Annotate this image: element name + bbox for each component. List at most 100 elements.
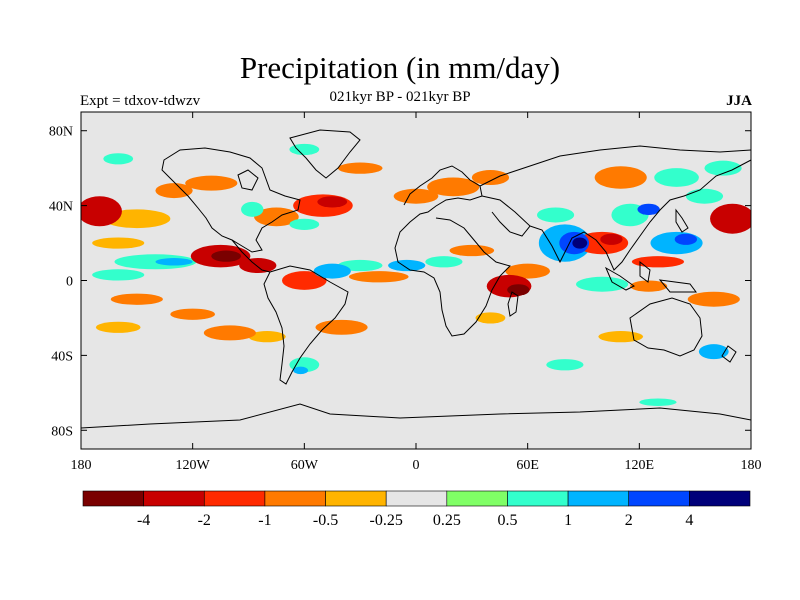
experiment-label: Expt = tdxov-tdwzv: [80, 93, 201, 109]
anomaly-region: [572, 237, 588, 249]
y-tick-label: 40S: [51, 349, 73, 364]
anomaly-region: [92, 237, 145, 249]
colorbar-label: 0.25: [433, 512, 461, 529]
colorbar-label: 4: [685, 512, 693, 529]
colorbar-label: -0.25: [370, 512, 403, 529]
y-tick-label: 80N: [49, 125, 73, 140]
x-tick-label: 180: [741, 458, 762, 473]
anomaly-region: [576, 276, 629, 292]
anomaly-region: [630, 280, 668, 292]
anomaly-region: [654, 168, 699, 187]
anomaly-region: [289, 218, 320, 230]
colorbar-label: -2: [198, 512, 211, 529]
colorbar-label: 1: [564, 512, 572, 529]
colorbar: -4 -2 -1 -0.5 -0.25 0.25 0.5 1 2 4: [82, 490, 751, 529]
anomaly-region: [650, 231, 703, 255]
anomaly-region: [170, 308, 216, 320]
anomaly-region: [710, 203, 751, 234]
anomaly-region: [155, 258, 193, 266]
coast-south-america: [263, 265, 349, 385]
anomaly-region: [92, 269, 145, 281]
anomaly-region: [425, 256, 463, 268]
anomaly-region: [505, 263, 550, 279]
anomaly-region: [313, 263, 351, 279]
colorbar-label: -0.5: [313, 512, 338, 529]
x-tick-label: 120E: [625, 458, 655, 473]
anomaly-region: [449, 244, 495, 257]
y-tick-label: 40N: [49, 200, 73, 215]
anomaly-region: [704, 160, 742, 176]
anomaly-region: [546, 359, 584, 371]
colorbar-swatch: [446, 490, 508, 507]
coast-asia: [479, 145, 751, 271]
anomaly-region: [471, 170, 510, 186]
anomaly-region: [598, 331, 644, 343]
anomaly-region: [155, 183, 193, 199]
anomaly-region: [95, 321, 141, 333]
anomaly-region: [674, 233, 698, 245]
anomaly-region: [289, 143, 320, 156]
anomaly-region: [317, 196, 348, 208]
coast-australia: [629, 297, 703, 357]
coast-japan: [675, 208, 689, 233]
anomaly-region: [81, 196, 122, 227]
map-background: [81, 112, 751, 449]
anomaly-region: [687, 291, 740, 307]
plot-title: Precipitation (in mm/day): [239, 50, 561, 85]
colorbar-swatch: [143, 490, 205, 507]
colorbar-label: -4: [137, 512, 150, 529]
colorbar-swatch: [507, 490, 569, 507]
anomaly-region: [114, 254, 197, 270]
anomaly-region: [254, 207, 299, 227]
axis-ticks: 180 120W 60W 0 60E 120E 180 80N 40N 0 40S 80S: [49, 112, 762, 473]
anomaly-region: [631, 256, 684, 268]
season-label: JJA: [726, 93, 752, 109]
plot-subtitle: 021kyr BP - 021kyr BP: [329, 89, 471, 105]
anomaly-region: [685, 188, 724, 204]
colorbar-label: -1: [258, 512, 271, 529]
colorbar-swatch: [385, 490, 448, 507]
anomaly-region: [507, 284, 530, 296]
anomaly-region: [594, 166, 647, 189]
coast-central-america: [231, 239, 271, 273]
anomaly-region: [639, 398, 677, 406]
anomaly-region: [315, 319, 368, 335]
coast-europe-africa: [394, 165, 511, 337]
anomaly-region: [637, 203, 660, 215]
y-tick-label: 80S: [51, 424, 73, 439]
colorbar-swatch: [325, 490, 387, 507]
coast-madagascar: [507, 291, 519, 317]
anomaly-region: [600, 233, 623, 245]
anomaly-region: [282, 271, 327, 290]
colorbar-label: 2: [625, 512, 633, 529]
anomaly-region: [393, 188, 439, 204]
anomaly-region: [536, 207, 575, 223]
coast-hudson-bay: [237, 169, 259, 191]
coast-north-america: [161, 147, 301, 253]
colorbar-swatch: [628, 490, 690, 507]
anomaly-region: [203, 325, 256, 341]
colorbar-label: 0.5: [497, 512, 517, 529]
anomaly-region: [241, 201, 264, 217]
anomaly-region: [293, 366, 309, 375]
anomaly-region: [349, 271, 409, 283]
x-tick-label: 60E: [516, 458, 539, 473]
x-tick-label: 180: [71, 458, 92, 473]
colorbar-swatch: [203, 490, 266, 507]
coastlines: [81, 129, 751, 429]
x-tick-label: 60W: [291, 458, 319, 473]
anomaly-region: [337, 162, 383, 174]
y-tick-label: 0: [66, 275, 73, 290]
anomaly-region: [475, 312, 506, 324]
colorbar-swatch: [264, 490, 326, 507]
anomaly-region: [185, 175, 238, 191]
anomaly-region: [427, 177, 480, 197]
colorbar-swatch: [567, 490, 630, 507]
colorbar-swatch: [82, 490, 144, 507]
anomaly-region: [248, 331, 286, 343]
colorbar-swatch: [689, 490, 751, 507]
precip-anomaly-fields: [81, 143, 751, 406]
anomaly-region: [110, 293, 163, 305]
anomaly-region: [388, 259, 426, 272]
